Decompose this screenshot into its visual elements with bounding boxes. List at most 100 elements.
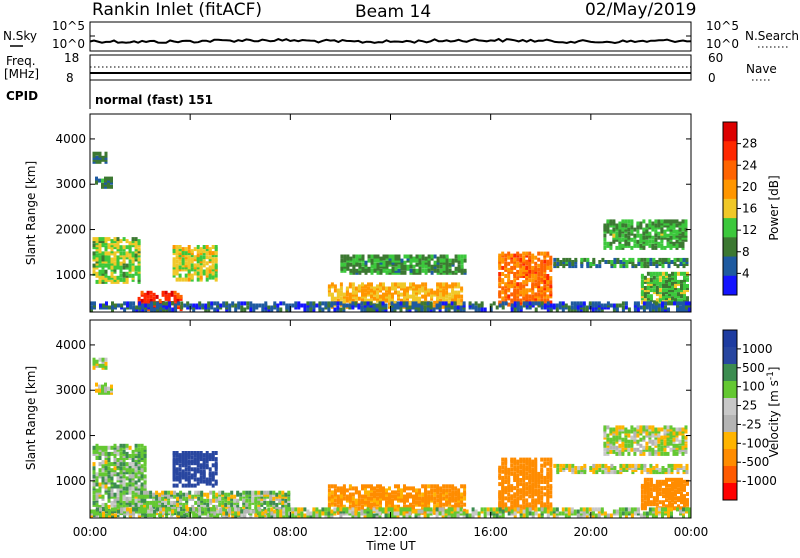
heatmap-cell xyxy=(455,267,458,271)
heatmap-cell xyxy=(460,295,463,299)
heatmap-cell xyxy=(519,488,522,492)
heatmap-cell xyxy=(640,258,643,262)
heatmap-cell xyxy=(633,240,636,244)
heatmap-cell xyxy=(409,295,412,299)
heatmap-cell xyxy=(123,278,126,282)
heatmap-cell xyxy=(215,480,218,484)
heatmap-cell xyxy=(245,503,248,507)
heatmap-cell xyxy=(598,301,601,305)
heatmap-cell xyxy=(646,468,649,472)
heatmap-cell xyxy=(370,289,373,293)
heatmap-cell xyxy=(197,491,200,495)
heatmap-cell xyxy=(340,297,343,301)
heatmap-cell xyxy=(439,282,442,286)
heatmap-cell xyxy=(412,486,415,490)
frequency-left-tick-bottom: 8 xyxy=(66,71,74,85)
heatmap-cell xyxy=(219,304,222,308)
heatmap-cell xyxy=(404,265,407,269)
heatmap-cell xyxy=(633,428,636,432)
heatmap-cell xyxy=(680,464,683,468)
heatmap-cell xyxy=(641,280,644,284)
heatmap-cell xyxy=(645,442,648,446)
heatmap-cell xyxy=(182,497,185,501)
heatmap-cell xyxy=(117,493,120,497)
noise-right-tick-top: 10^5 xyxy=(706,19,739,33)
heatmap-cell xyxy=(648,446,651,450)
heatmap-cell xyxy=(595,470,598,474)
heatmap-cell xyxy=(185,251,188,255)
colorbar-tick-label: 16 xyxy=(742,202,757,216)
heatmap-cell xyxy=(251,491,254,495)
heatmap-cell xyxy=(362,255,365,259)
heatmap-cell xyxy=(641,494,644,498)
heatmap-cell xyxy=(364,495,367,499)
heatmap-cell xyxy=(540,252,543,256)
heatmap-cell xyxy=(110,177,113,181)
heatmap-cell xyxy=(685,436,688,440)
heatmap-cell xyxy=(129,462,132,466)
heatmap-cell xyxy=(272,491,275,495)
heatmap-cell xyxy=(149,491,152,495)
heatmap-cell xyxy=(510,266,513,270)
heatmap-cell xyxy=(243,510,246,514)
heatmap-cell xyxy=(501,290,504,294)
heatmap-cell xyxy=(132,491,135,495)
heatmap-cell xyxy=(571,306,574,310)
heatmap-cell xyxy=(416,255,419,259)
heatmap-cell xyxy=(630,238,633,242)
heatmap-cell xyxy=(400,301,403,305)
heatmap-cell xyxy=(164,501,167,505)
heatmap-cell xyxy=(543,252,546,256)
heatmap-cell xyxy=(227,497,230,501)
heatmap-cell xyxy=(312,301,315,305)
heatmap-cell xyxy=(249,301,252,305)
heatmap-cell xyxy=(275,493,278,497)
heatmap-cell xyxy=(679,242,682,246)
heatmap-cell xyxy=(327,512,330,516)
heatmap-cell xyxy=(662,288,665,292)
heatmap-cell xyxy=(436,297,439,301)
heatmap-cell xyxy=(510,472,513,476)
heatmap-cell xyxy=(212,245,215,249)
heatmap-cell xyxy=(221,497,224,501)
heatmap-cell xyxy=(99,237,102,241)
heatmap-cell xyxy=(200,451,203,455)
heatmap-cell xyxy=(212,272,215,276)
heatmap-cell xyxy=(176,457,179,461)
heatmap-cell xyxy=(240,514,243,518)
heatmap-cell xyxy=(197,253,200,257)
heatmap-cell xyxy=(522,280,525,284)
heatmap-cell xyxy=(535,301,538,305)
heatmap-cell xyxy=(662,280,665,284)
heatmap-cell xyxy=(519,478,522,482)
heatmap-cell xyxy=(683,272,686,276)
heatmap-cell xyxy=(377,255,380,259)
heatmap-cell xyxy=(622,464,625,468)
heatmap-cell xyxy=(300,304,303,308)
heatmap-cell xyxy=(656,286,659,290)
heatmap-cell xyxy=(373,499,376,503)
heatmap-cell xyxy=(677,478,680,482)
heatmap-cell xyxy=(173,257,176,261)
heatmap-cell xyxy=(541,301,544,305)
heatmap-cell xyxy=(674,500,677,504)
heatmap-cell xyxy=(168,507,171,511)
heatmap-cell xyxy=(517,301,520,305)
heatmap-cell xyxy=(179,471,182,475)
heatmap-cell xyxy=(549,280,552,284)
heatmap-cell xyxy=(627,440,630,444)
heatmap-cell xyxy=(340,291,343,295)
heatmap-cell xyxy=(580,301,583,305)
heatmap-cell xyxy=(677,258,680,262)
heatmap-cell xyxy=(123,260,126,264)
heatmap-cell xyxy=(376,488,379,492)
heatmap-cell xyxy=(630,219,633,223)
heatmap-cell xyxy=(140,495,143,499)
heatmap-cell xyxy=(537,484,540,488)
heatmap-cell xyxy=(132,450,135,454)
heatmap-cell xyxy=(99,276,102,280)
heatmap-cell xyxy=(168,308,171,312)
heatmap-cell xyxy=(442,289,445,293)
heatmap-cell xyxy=(237,507,240,511)
heatmap-cell xyxy=(105,152,108,156)
